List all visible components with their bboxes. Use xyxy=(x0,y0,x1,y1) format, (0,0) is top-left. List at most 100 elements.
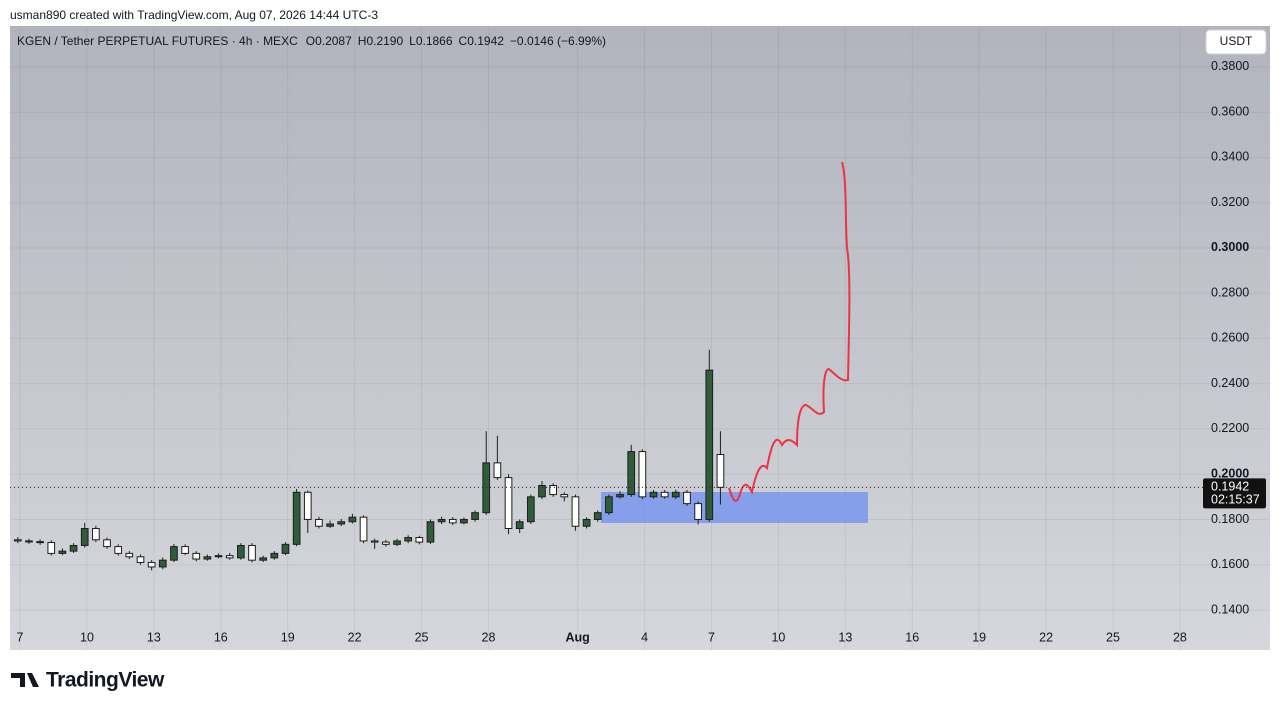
legend-open: O0.2087 xyxy=(306,34,352,48)
candle-body xyxy=(460,518,468,524)
x-tick-label: 16 xyxy=(214,630,228,644)
x-tick-label: 22 xyxy=(348,630,362,644)
countdown: 02:15:37 xyxy=(1211,493,1260,507)
candle-body xyxy=(92,528,100,541)
candle-body xyxy=(303,491,312,520)
y-tick-label: 0.1600 xyxy=(1211,557,1249,571)
candle-body xyxy=(448,518,457,524)
x-tick-label: 25 xyxy=(415,630,429,644)
candle-body xyxy=(114,546,123,554)
legend-symbol: KGEN / Tether PERPETUAL FUTURES · 4h · M… xyxy=(17,34,298,48)
y-tick-label: 0.2800 xyxy=(1211,285,1249,299)
logo-text: TradingView xyxy=(46,669,165,692)
candle-body xyxy=(181,546,189,554)
candle-body xyxy=(248,544,256,561)
axes: 0.1400 0.1600 0.1800 0.2000 0.2200 0.2400 0.26… xyxy=(10,59,1266,644)
candle-body xyxy=(627,451,636,496)
candle-body xyxy=(593,512,602,520)
candle-body xyxy=(80,528,89,546)
candle-body xyxy=(638,451,647,498)
candle-body xyxy=(549,485,557,496)
legend-high: H0.2190 xyxy=(358,34,404,48)
candle-body xyxy=(560,494,569,498)
candle-body xyxy=(660,491,669,498)
x-tick-label: 22 xyxy=(1039,630,1053,644)
candle-body xyxy=(359,516,368,542)
legend-low: L0.1866 xyxy=(409,34,453,48)
candle-body xyxy=(493,462,502,479)
candle-body xyxy=(58,550,67,554)
x-tick-label: 7 xyxy=(708,630,715,644)
candle-body xyxy=(259,557,268,561)
x-tick-label: 10 xyxy=(771,630,785,644)
candle-body xyxy=(69,544,78,552)
x-tick-label: 4 xyxy=(641,630,648,644)
x-tick-label: 19 xyxy=(972,630,986,644)
candle-body xyxy=(526,496,535,523)
candle-body xyxy=(616,494,624,498)
candle-body xyxy=(192,552,201,560)
x-tick-label: 13 xyxy=(838,630,852,644)
candle-body xyxy=(158,559,167,568)
y-tick-label: 0.2200 xyxy=(1211,421,1249,435)
candle-body xyxy=(538,485,546,498)
candle-body xyxy=(426,521,435,543)
candle-body xyxy=(315,518,323,527)
candle-body xyxy=(292,491,301,545)
candle-body xyxy=(147,561,156,568)
candle-body xyxy=(370,540,379,543)
currency-label: USDT xyxy=(1220,34,1253,48)
y-tick-label: 0.2000 xyxy=(1211,466,1249,480)
y-tick-label: 0.3800 xyxy=(1211,59,1249,73)
candle-body xyxy=(705,369,714,520)
candle-body xyxy=(582,518,591,527)
x-tick-label: 25 xyxy=(1106,630,1120,644)
logo: TradingView xyxy=(11,669,165,692)
y-tick-label: 0.3600 xyxy=(1211,104,1249,118)
candle-body xyxy=(170,546,178,561)
candle-body xyxy=(437,518,446,523)
candle-body xyxy=(471,512,479,520)
y-tick-label: 0.2600 xyxy=(1211,331,1249,345)
candle-body xyxy=(36,541,44,544)
candle-body xyxy=(415,537,424,543)
candle-body xyxy=(683,491,691,505)
x-tick-label: Aug xyxy=(566,630,590,644)
grid xyxy=(10,26,1270,650)
candle-body xyxy=(214,555,223,558)
logo-icon xyxy=(11,673,39,687)
legend-change: −0.0146 (−6.99%) xyxy=(510,34,606,48)
y-tick-label: 0.3400 xyxy=(1211,150,1249,164)
candle-body xyxy=(237,544,245,559)
candle-body xyxy=(671,491,680,498)
candle-body xyxy=(515,521,524,530)
legend-close: C0.1942 xyxy=(459,34,505,48)
candles xyxy=(13,349,725,571)
y-tick-label: 0.2400 xyxy=(1211,376,1249,390)
candle-body xyxy=(716,454,725,488)
legend: KGEN / Tether PERPETUAL FUTURES · 4h · M… xyxy=(17,34,606,48)
candle-body xyxy=(47,542,56,554)
x-tick-label: 28 xyxy=(482,630,496,644)
candle-body xyxy=(225,555,234,559)
candle-body xyxy=(393,540,401,545)
candle-body xyxy=(605,496,613,514)
currency-button[interactable] xyxy=(1205,29,1267,55)
candle-body xyxy=(382,541,390,545)
x-tick-label: 10 xyxy=(80,630,94,644)
candle-body xyxy=(337,521,346,525)
candle-body xyxy=(694,503,702,520)
candle-body xyxy=(13,539,22,542)
x-tick-label: 16 xyxy=(905,630,919,644)
credit: usman890 created with TradingView.com, A… xyxy=(10,8,378,22)
y-tick-label: 0.1800 xyxy=(1211,512,1249,526)
chart-background xyxy=(10,26,1270,650)
x-tick-label: 19 xyxy=(281,630,295,644)
candle-body xyxy=(281,543,290,554)
candle-body xyxy=(203,556,212,560)
candle-body xyxy=(649,491,658,498)
last-price-badge xyxy=(1203,478,1266,509)
candle-body xyxy=(125,552,134,558)
forecast-drawing xyxy=(728,161,851,502)
